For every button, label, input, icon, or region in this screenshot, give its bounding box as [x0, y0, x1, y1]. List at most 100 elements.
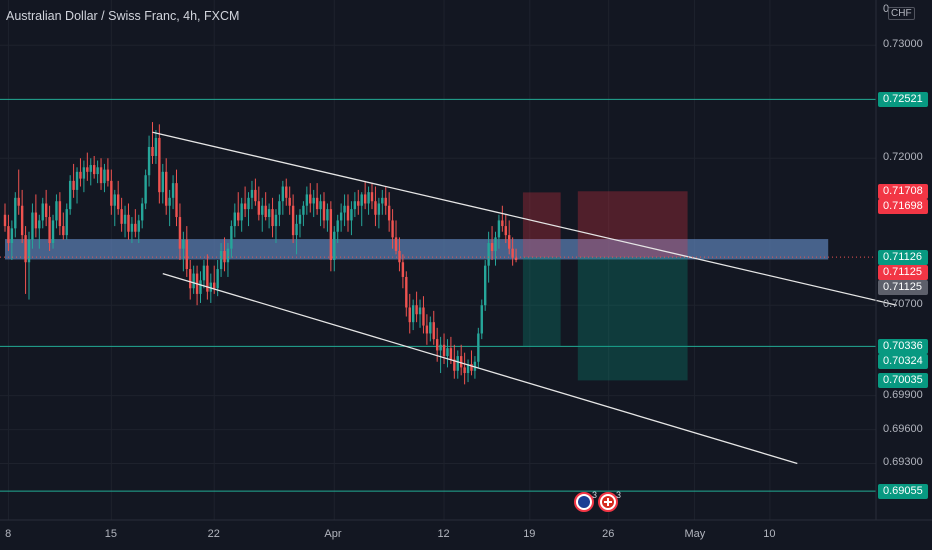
candle-body — [7, 226, 9, 243]
candle-body — [21, 206, 23, 235]
candle-body — [446, 348, 448, 356]
candle-body — [213, 283, 215, 289]
candle-body — [179, 217, 181, 249]
candle-body — [309, 194, 311, 203]
candle-body — [134, 224, 136, 232]
price-level-tag[interactable]: 0.71708 — [878, 184, 928, 199]
support-resistance-zone[interactable] — [5, 239, 828, 259]
candle-body — [114, 194, 116, 205]
candle-body — [69, 181, 71, 209]
price-tick-label: 0.69900 — [883, 389, 923, 401]
candle-body — [354, 201, 356, 209]
candle-body — [199, 280, 201, 294]
candle-body — [350, 209, 352, 220]
price-level-tag[interactable]: 0.70336 — [878, 339, 928, 354]
candle-body — [460, 356, 462, 367]
candle-body — [86, 167, 88, 172]
candle-body — [494, 237, 496, 251]
candle-body — [333, 232, 335, 260]
price-level-tag[interactable]: 0.71125 — [878, 265, 928, 280]
candle-body — [330, 209, 332, 260]
price-level-tag[interactable]: 0.70035 — [878, 373, 928, 388]
candle-body — [158, 138, 160, 192]
price-level-tag[interactable]: 0.72521 — [878, 92, 928, 107]
candle-body — [275, 215, 277, 226]
candle-body — [268, 209, 270, 217]
candle-body — [79, 172, 81, 179]
short-position-tools[interactable] — [523, 191, 688, 380]
candle-body — [292, 206, 294, 235]
candle-body — [141, 203, 143, 220]
candle-body — [477, 333, 479, 361]
candle-body — [162, 172, 164, 192]
time-tick-label: 12 — [437, 528, 449, 540]
candle-body — [378, 203, 380, 214]
swiss-flag-icon — [602, 496, 614, 508]
candle-body — [100, 167, 102, 183]
candle-body — [288, 198, 290, 206]
candle-body — [72, 181, 74, 190]
candle-body — [487, 243, 489, 266]
time-tick-label: 22 — [208, 528, 220, 540]
candle-body — [237, 213, 239, 221]
candle-body — [323, 201, 325, 220]
candle-body — [120, 209, 122, 224]
candle-body — [168, 198, 170, 206]
candle-body — [415, 305, 417, 314]
time-tick-label: 8 — [5, 528, 11, 540]
price-tick-label: 0.70700 — [883, 298, 923, 310]
candle-body — [117, 194, 119, 209]
price-level-tag[interactable]: 0.69055 — [878, 484, 928, 499]
price-level-tag[interactable]: 0.71126 — [878, 250, 928, 265]
economic-event-australia[interactable]: 3 — [574, 492, 594, 512]
candle-body — [227, 249, 229, 263]
candle-body — [14, 198, 16, 229]
candle-body — [343, 206, 345, 213]
candle-body — [189, 269, 191, 288]
candle-body — [96, 167, 98, 174]
candle-body — [450, 348, 452, 359]
candle-body — [457, 356, 459, 371]
candle-body — [138, 220, 140, 231]
candle-body — [66, 209, 68, 235]
event-count: 3 — [616, 490, 621, 500]
candle-body — [501, 220, 503, 226]
candle-body — [316, 198, 318, 209]
candle-body — [498, 220, 500, 237]
candle-body — [28, 240, 30, 263]
position-target-zone — [523, 257, 561, 346]
price-level-tag[interactable]: 0.71698 — [878, 199, 928, 214]
time-tick-label: 10 — [763, 528, 775, 540]
candle-body — [131, 224, 133, 232]
candle-body — [470, 364, 472, 371]
candle-body — [319, 201, 321, 209]
candle-body — [508, 235, 510, 249]
candle-body — [144, 175, 146, 203]
position-stop-zone — [523, 192, 561, 257]
candle-body — [295, 224, 297, 235]
candle-body — [299, 215, 301, 224]
candle-body — [361, 194, 363, 205]
price-tick-label: 0.72000 — [883, 151, 923, 163]
candle-body — [18, 198, 20, 206]
candle-body — [90, 165, 92, 172]
candle-body — [463, 367, 465, 373]
candle-body — [285, 187, 287, 198]
candle-body — [282, 187, 284, 202]
currency-badge[interactable]: CHF — [888, 7, 915, 20]
candle-body — [313, 198, 315, 204]
candle-body — [395, 237, 397, 251]
candle-body — [151, 147, 153, 156]
candle-body — [48, 217, 50, 243]
economic-event-switzerland[interactable]: 3 — [598, 492, 618, 512]
candle-body — [261, 206, 263, 215]
candle-body — [515, 258, 517, 260]
candle-body — [110, 181, 112, 206]
candle-body — [4, 215, 6, 226]
price-level-tag[interactable]: 0.70324 — [878, 354, 928, 369]
candle-body — [234, 213, 236, 227]
candle-body — [59, 201, 61, 226]
price-level-tag[interactable]: 0.71125 — [878, 280, 928, 295]
candle-body — [103, 170, 105, 184]
